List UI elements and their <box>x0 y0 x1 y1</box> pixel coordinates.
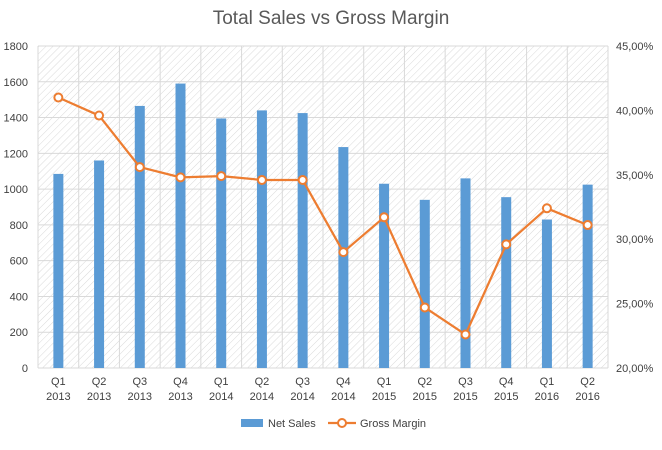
x-tick-quarter: Q1 <box>51 376 66 388</box>
point-gross-margin <box>419 302 430 313</box>
y-axis-right: 20,00% 25,00% 30,00% 35,00% 40,00% 45,00% <box>616 41 654 375</box>
x-tick-quarter: Q2 <box>255 376 270 388</box>
x-tick-year: 2015 <box>494 391 518 403</box>
y-right-tick-label: 40,00% <box>616 105 654 117</box>
bar-net-sales <box>582 184 593 368</box>
y-right-tick-label: 35,00% <box>616 170 654 182</box>
y-right-tick-label: 45,00% <box>616 41 654 53</box>
y-left-tick-label: 0 <box>22 363 28 375</box>
y-right-tick-label: 30,00% <box>616 234 654 246</box>
x-tick-quarter: Q1 <box>377 376 392 388</box>
bar-net-sales <box>256 110 267 369</box>
legend-marker-gross-margin <box>337 418 347 428</box>
x-tick-quarter: Q4 <box>336 376 351 388</box>
x-tick-quarter: Q4 <box>173 376 188 388</box>
point-gross-margin <box>338 247 349 258</box>
legend-swatch-net-sales <box>241 419 263 427</box>
x-tick-year: 2014 <box>209 391 233 403</box>
x-tick-quarter: Q3 <box>295 376 310 388</box>
y-axis-left: 0 200 400 600 800 1000 1200 1400 1600 1800 <box>4 41 28 375</box>
x-tick-year: 2014 <box>250 391 274 403</box>
x-tick-quarter: Q2 <box>417 376 432 388</box>
y-right-tick-label: 25,00% <box>616 299 654 311</box>
x-tick-year: 2013 <box>128 391 152 403</box>
point-gross-margin <box>541 203 552 214</box>
bar-net-sales <box>541 219 552 368</box>
point-gross-margin <box>94 110 105 121</box>
legend-label-gross-margin: Gross Margin <box>360 418 426 430</box>
gridlines <box>37 45 609 369</box>
y-left-tick-label: 800 <box>10 220 28 232</box>
x-tick-quarter: Q4 <box>499 376 514 388</box>
point-gross-margin <box>297 174 308 185</box>
y-left-tick-label: 200 <box>10 327 28 339</box>
point-gross-margin <box>53 92 64 103</box>
legend-label-net-sales: Net Sales <box>268 418 316 430</box>
x-tick-year: 2015 <box>453 391 477 403</box>
bar-net-sales <box>175 83 186 369</box>
x-tick-year: 2016 <box>575 391 599 403</box>
x-tick-year: 2015 <box>372 391 396 403</box>
point-gross-margin <box>501 239 512 250</box>
bar-net-sales <box>338 147 349 368</box>
y-right-tick-label: 20,00% <box>616 363 654 375</box>
bar-net-sales <box>94 160 105 368</box>
point-gross-margin <box>460 329 471 340</box>
x-tick-year: 2013 <box>87 391 111 403</box>
bar-net-sales <box>297 113 308 368</box>
bar-net-sales <box>53 173 64 368</box>
bar-net-sales <box>134 105 145 368</box>
x-tick-year: 2016 <box>535 391 559 403</box>
x-tick-year: 2014 <box>290 391 314 403</box>
bar-net-sales <box>379 183 390 368</box>
x-tick-quarter: Q2 <box>92 376 107 388</box>
point-gross-margin <box>582 220 593 231</box>
y-left-tick-label: 1000 <box>4 184 28 196</box>
point-gross-margin <box>134 162 145 173</box>
x-tick-year: 2014 <box>331 391 355 403</box>
x-axis: Q1 2013 Q2 2013 Q3 2013 Q4 2013 Q1 2014 Q2 2014 Q3 20… <box>46 376 600 403</box>
y-left-tick-label: 1800 <box>4 41 28 53</box>
y-left-tick-label: 1600 <box>4 77 28 89</box>
x-tick-year: 2015 <box>413 391 437 403</box>
bar-net-sales <box>501 197 512 368</box>
x-tick-year: 2013 <box>46 391 70 403</box>
bar-net-sales <box>460 178 471 368</box>
y-left-tick-label: 400 <box>10 291 28 303</box>
x-tick-quarter: Q3 <box>132 376 147 388</box>
x-tick-quarter: Q3 <box>458 376 473 388</box>
bar-series <box>53 83 593 369</box>
line-gross-margin <box>57 96 589 336</box>
y-left-tick-label: 1400 <box>4 113 28 125</box>
x-tick-quarter: Q1 <box>214 376 229 388</box>
y-left-tick-label: 1200 <box>4 148 28 160</box>
point-gross-margin <box>379 212 390 223</box>
x-tick-quarter: Q1 <box>540 376 555 388</box>
point-gross-margin <box>175 172 186 183</box>
point-gross-margin <box>256 174 267 185</box>
bar-net-sales <box>419 199 430 368</box>
bar-net-sales <box>216 118 227 368</box>
y-left-tick-label: 600 <box>10 256 28 268</box>
point-gross-margin <box>216 171 227 182</box>
chart-title: Total Sales vs Gross Margin <box>213 8 450 29</box>
line-series <box>53 92 593 340</box>
x-tick-year: 2013 <box>168 391 192 403</box>
legend: Net Sales Gross Margin <box>241 418 426 430</box>
x-tick-quarter: Q2 <box>580 376 595 388</box>
